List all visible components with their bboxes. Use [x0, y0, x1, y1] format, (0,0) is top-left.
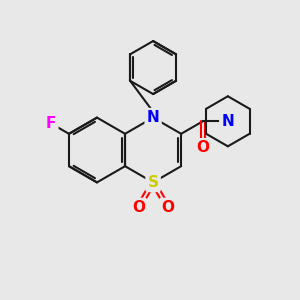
Text: F: F	[46, 116, 56, 131]
Text: S: S	[148, 175, 159, 190]
Text: N: N	[221, 114, 234, 129]
Text: N: N	[221, 114, 234, 129]
Text: O: O	[161, 200, 174, 215]
Text: O: O	[132, 200, 145, 215]
Text: N: N	[147, 110, 160, 125]
Text: O: O	[196, 140, 209, 155]
